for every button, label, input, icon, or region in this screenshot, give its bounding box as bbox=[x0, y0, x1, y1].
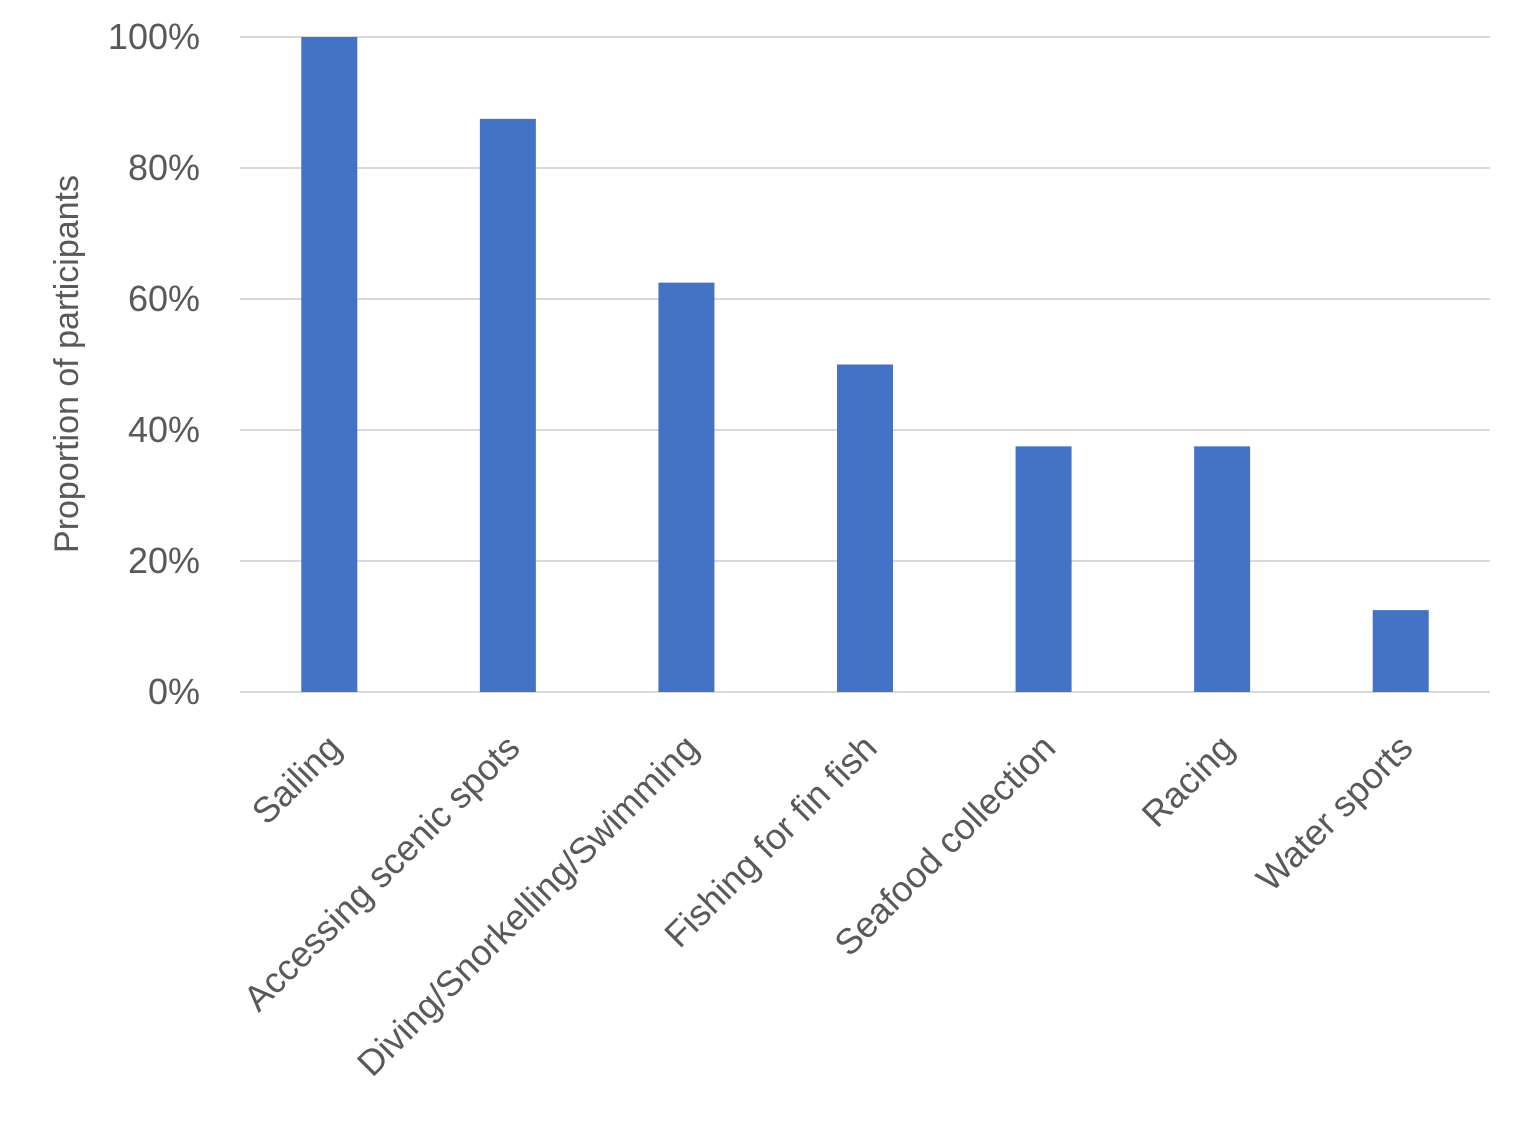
x-tick-label: Diving/Snorkelling/Swimming bbox=[349, 727, 706, 1084]
bar-3 bbox=[837, 364, 893, 692]
y-axis-label: Proportion of participants bbox=[48, 175, 86, 553]
bar-6 bbox=[1372, 610, 1429, 692]
bars bbox=[301, 37, 1429, 692]
y-tick-label: 0% bbox=[148, 671, 200, 712]
x-tick-label: Water sports bbox=[1248, 727, 1420, 899]
bar-1 bbox=[479, 118, 536, 692]
y-tick-label: 20% bbox=[128, 540, 200, 581]
y-axis-ticks: 0% 20% 40% 60% 80% 100% bbox=[108, 16, 200, 712]
x-tick-label: Racing bbox=[1134, 727, 1242, 835]
bar-5 bbox=[1194, 446, 1251, 692]
bar-2 bbox=[658, 282, 715, 692]
x-tick-label: Sailing bbox=[244, 727, 349, 832]
bar-0 bbox=[301, 37, 358, 692]
bar-4 bbox=[1015, 446, 1072, 692]
y-tick-label: 60% bbox=[128, 278, 200, 319]
y-tick-label: 80% bbox=[128, 147, 200, 188]
y-tick-label: 100% bbox=[108, 16, 200, 57]
y-tick-label: 40% bbox=[128, 409, 200, 450]
